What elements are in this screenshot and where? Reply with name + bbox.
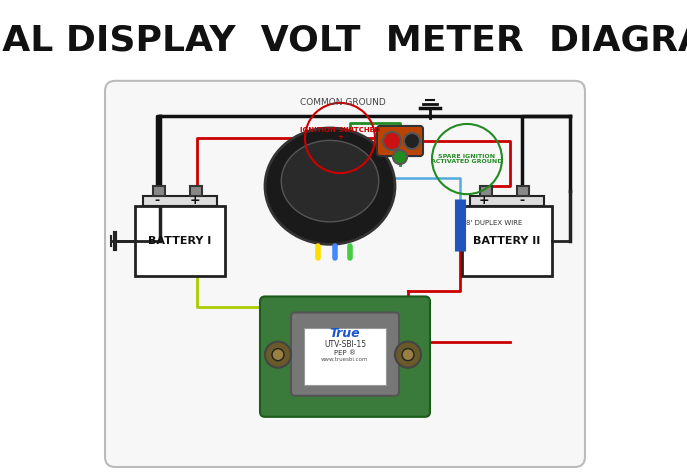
Bar — [190, 186, 202, 196]
Text: www.truesbi.com: www.truesbi.com — [322, 357, 369, 362]
Circle shape — [383, 132, 401, 150]
Text: COMMON GROUND: COMMON GROUND — [300, 98, 386, 108]
Text: 8' DUPLEX WIRE: 8' DUPLEX WIRE — [466, 220, 522, 226]
Bar — [143, 196, 217, 206]
Circle shape — [402, 349, 414, 361]
Text: BATTERY I: BATTERY I — [148, 236, 212, 246]
Circle shape — [393, 150, 407, 164]
Text: SPARE IGNITION
ACTIVATED GROUND: SPARE IGNITION ACTIVATED GROUND — [431, 154, 503, 164]
Text: -: - — [155, 194, 159, 207]
Text: -: - — [519, 194, 525, 207]
Bar — [462, 206, 552, 277]
Text: DUAL DISPLAY  VOLT  METER  DIAGRAM: DUAL DISPLAY VOLT METER DIAGRAM — [0, 23, 687, 57]
Bar — [153, 186, 165, 196]
FancyBboxPatch shape — [304, 328, 386, 385]
Circle shape — [272, 349, 284, 361]
Bar — [480, 186, 492, 196]
FancyBboxPatch shape — [105, 81, 585, 467]
Text: UTV-SBI-15: UTV-SBI-15 — [324, 340, 366, 349]
FancyBboxPatch shape — [260, 296, 430, 417]
Text: +: + — [479, 194, 489, 207]
Text: True: True — [330, 327, 360, 340]
FancyBboxPatch shape — [377, 126, 423, 156]
Bar — [135, 206, 225, 277]
Text: PEP ®: PEP ® — [334, 350, 356, 355]
Ellipse shape — [265, 128, 395, 244]
Bar — [470, 196, 544, 206]
Bar — [517, 186, 529, 196]
Circle shape — [395, 342, 421, 368]
Text: BATTERY II: BATTERY II — [473, 236, 541, 246]
Circle shape — [404, 133, 420, 149]
Ellipse shape — [281, 140, 379, 222]
Text: IGNITION SWITCHED
+: IGNITION SWITCHED + — [300, 127, 380, 141]
Text: +: + — [190, 194, 201, 207]
FancyBboxPatch shape — [291, 312, 399, 396]
Circle shape — [265, 342, 291, 368]
